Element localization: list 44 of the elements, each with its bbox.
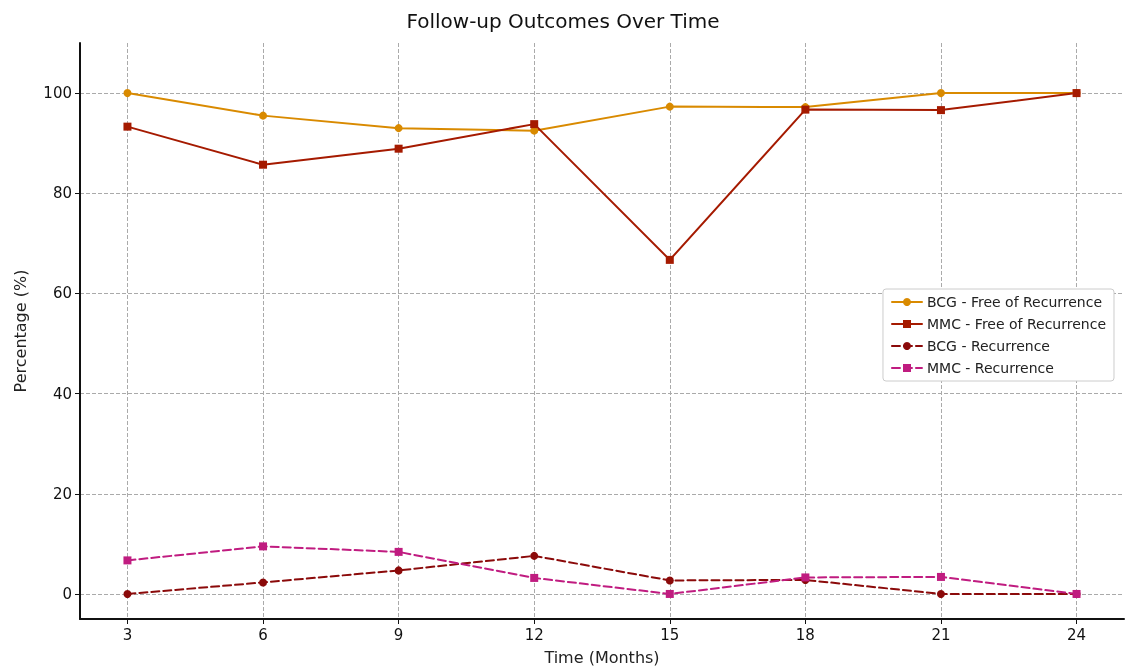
point [936, 589, 945, 598]
legend-label: MMC - Recurrence [926, 360, 1054, 376]
point [936, 106, 945, 115]
x-tick-label: 24 [1067, 625, 1087, 644]
legend-label: MMC - Free of Recurrence [926, 316, 1106, 332]
point [259, 542, 268, 551]
point [665, 589, 674, 598]
point [123, 122, 132, 131]
x-tick-label: 18 [795, 625, 815, 644]
x-tick-label: 3 [122, 625, 133, 644]
y-tick-label: 20 [52, 484, 72, 503]
x-tick-label: 21 [931, 625, 951, 644]
point [936, 572, 945, 581]
chart-title: Follow-up Outcomes Over Time [406, 9, 720, 33]
y-tick-label: 40 [52, 384, 72, 403]
x-tick-label: 15 [660, 625, 680, 644]
y-tick-label: 60 [52, 284, 72, 303]
legend-label: BCG - Free of Recurrence [926, 294, 1103, 310]
x-tick-label: 6 [258, 625, 268, 644]
legend-label: BCG - Recurrence [926, 338, 1050, 354]
x-axis-title: Time (Months) [543, 647, 660, 667]
point [394, 124, 403, 133]
point [665, 102, 674, 111]
point [123, 89, 132, 98]
point [123, 556, 132, 565]
y-tick-label: 80 [52, 184, 72, 203]
y-axis-title: Percentage (%) [10, 269, 30, 393]
point [123, 589, 132, 598]
point [259, 160, 268, 169]
point [259, 578, 268, 587]
y-tick-label: 0 [62, 584, 72, 603]
point [394, 566, 403, 575]
point [665, 576, 674, 585]
x-tick-label: 9 [393, 625, 404, 644]
point [936, 89, 945, 98]
point [665, 255, 674, 264]
y-tick-label: 100 [43, 84, 72, 103]
point [259, 111, 268, 120]
point [530, 120, 539, 129]
point [394, 144, 403, 153]
point [530, 573, 539, 582]
point [530, 551, 539, 560]
x-tick-label: 12 [524, 625, 544, 644]
point [394, 547, 403, 556]
